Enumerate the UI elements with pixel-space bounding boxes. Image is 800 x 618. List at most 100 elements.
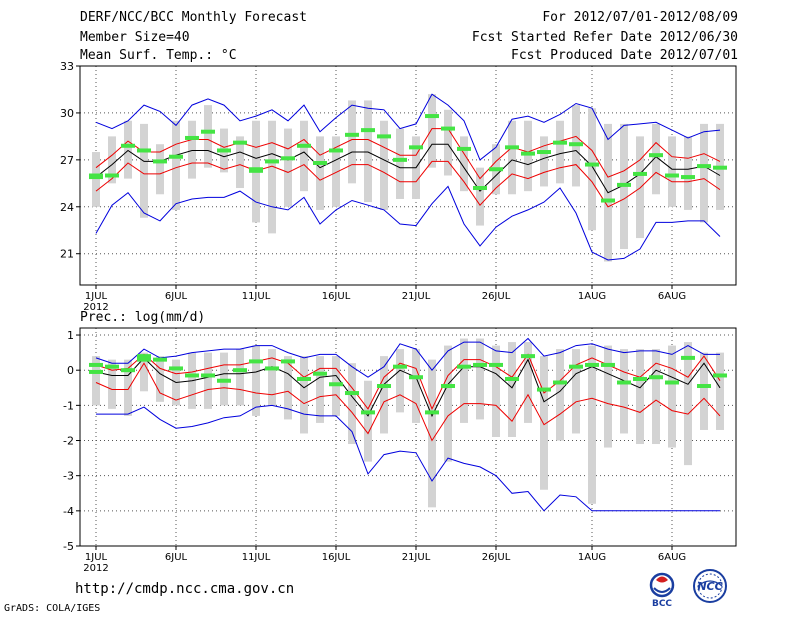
prec-spread-box	[620, 349, 628, 434]
temp-spread-box	[140, 123, 148, 218]
prec-member-marker	[409, 375, 423, 380]
prec-member-marker	[505, 376, 519, 381]
prec-spread-box	[716, 352, 724, 430]
prec-member-marker	[665, 380, 679, 385]
fcst-started-date: Fcst Started Refer Date 2012/06/30	[471, 30, 738, 45]
temperature-chart: 21 24 27 30 33 1JUL 6JUL 11JUL 16JUL 21JUL 26JUL 1A…	[60, 60, 737, 310]
temp-spread-box	[524, 120, 532, 192]
prec-y-tick-label: 0	[67, 364, 74, 377]
temp-x-year-label: 2012	[83, 302, 108, 310]
temp-member-marker	[329, 148, 343, 153]
prec-member-marker	[217, 378, 231, 383]
temp-x-tick-label: 11JUL	[242, 291, 271, 302]
temp-member-marker	[473, 186, 487, 191]
prec-y-tick-label: -5	[63, 540, 74, 553]
grads-credit: GrADS: COLA/IGES	[4, 603, 101, 614]
temp-spread-box	[108, 136, 116, 184]
temp-spread-box	[588, 108, 596, 231]
prec-member-marker	[153, 357, 167, 362]
prec-y-tick-label: -3	[63, 470, 74, 483]
temp-spread-box	[428, 94, 436, 168]
prec-spread-box	[316, 356, 324, 423]
prec-member-marker	[393, 364, 407, 369]
temp-member-marker	[553, 140, 567, 145]
prec-spread-box	[604, 345, 612, 448]
temp-outer-lower-line	[95, 185, 721, 261]
prec-member-marker	[281, 359, 295, 364]
temp-spread-box	[444, 109, 452, 176]
prec-spread-box	[700, 352, 708, 430]
temp-outer-upper-line	[95, 93, 721, 161]
prec-member-marker	[441, 384, 455, 389]
prec-member-marker	[537, 387, 551, 392]
prec-spread-box	[588, 345, 596, 504]
temp-member-marker	[345, 132, 359, 137]
temp-member-marker	[169, 154, 183, 159]
ncc-logo-text: NCC	[697, 580, 722, 593]
temp-spread-box	[684, 136, 692, 210]
temp-member-marker	[313, 160, 327, 165]
temp-spread-box	[540, 136, 548, 187]
temp-member-marker	[265, 159, 279, 164]
prec-member-marker	[297, 376, 311, 381]
temp-member-marker	[377, 134, 391, 139]
bcc-logo-text: BCC	[652, 599, 672, 608]
temp-member-marker	[585, 162, 599, 167]
prec-member-marker	[137, 357, 151, 362]
temp-spread-box	[204, 105, 212, 168]
temp-spread-box	[156, 144, 164, 195]
temp-y-tick-label: 30	[60, 107, 74, 120]
temp-member-marker	[153, 159, 167, 164]
temp-spread-box	[700, 123, 708, 223]
prec-member-marker	[89, 369, 103, 374]
prec-spread-box	[540, 356, 548, 490]
institution-logos: BCC NCC	[649, 569, 727, 608]
prec-spread-box	[380, 356, 388, 434]
source-url[interactable]: http://cmdp.ncc.cma.gov.cn	[75, 581, 295, 597]
temp-spread-box	[172, 120, 180, 210]
temp-spread-box	[556, 120, 564, 184]
temp-spread-box	[300, 120, 308, 192]
prec-spread-box	[412, 349, 420, 423]
temp-member-marker	[569, 142, 583, 147]
temp-member-marker	[617, 182, 631, 187]
temp-member-marker	[713, 165, 727, 170]
prec-spread-box	[556, 349, 564, 441]
temp-x-tick-label: 6JUL	[165, 291, 188, 302]
prec-ensemble-mean-line	[95, 357, 721, 418]
temp-member-marker	[249, 168, 263, 173]
temp-member-marker	[361, 128, 375, 133]
temp-spread-box	[124, 120, 132, 179]
temp-spread-box	[652, 123, 660, 195]
temp-y-tick-label: 27	[60, 154, 74, 167]
prec-outer-lower-line	[96, 404, 720, 512]
prec-spread-box	[396, 349, 404, 413]
temp-member-marker	[697, 164, 711, 169]
prec-spread-box	[300, 356, 308, 434]
prec-spread-box	[524, 342, 532, 423]
temp-member-marker	[521, 151, 535, 156]
temp-y-tick-label: 21	[60, 248, 74, 261]
prec-x-tick-label: 1JUL	[85, 552, 108, 563]
member-size: Member Size=40	[80, 30, 190, 45]
prec-member-marker	[425, 410, 439, 415]
temp-member-marker	[393, 157, 407, 162]
prec-member-marker	[649, 375, 663, 380]
temp-spread-box	[636, 136, 644, 239]
prec-member-marker	[265, 366, 279, 371]
prec-member-marker	[89, 362, 103, 367]
temp-x-tick-label: 16JUL	[322, 291, 351, 302]
prec-member-marker	[617, 380, 631, 385]
temp-ensemble-mean-line	[95, 143, 721, 194]
temp-member-marker	[137, 148, 151, 153]
prec-spread-box	[652, 349, 660, 445]
temp-member-marker	[89, 175, 103, 180]
prec-spread-box	[124, 359, 132, 416]
prec-member-marker	[457, 364, 471, 369]
temp-member-marker	[601, 198, 615, 203]
prec-member-marker	[249, 359, 263, 364]
prec-inner-upper-line	[95, 353, 721, 411]
prec-member-marker	[601, 362, 615, 367]
chart-title: DERF/NCC/BCC Monthly Forecast	[80, 10, 307, 25]
